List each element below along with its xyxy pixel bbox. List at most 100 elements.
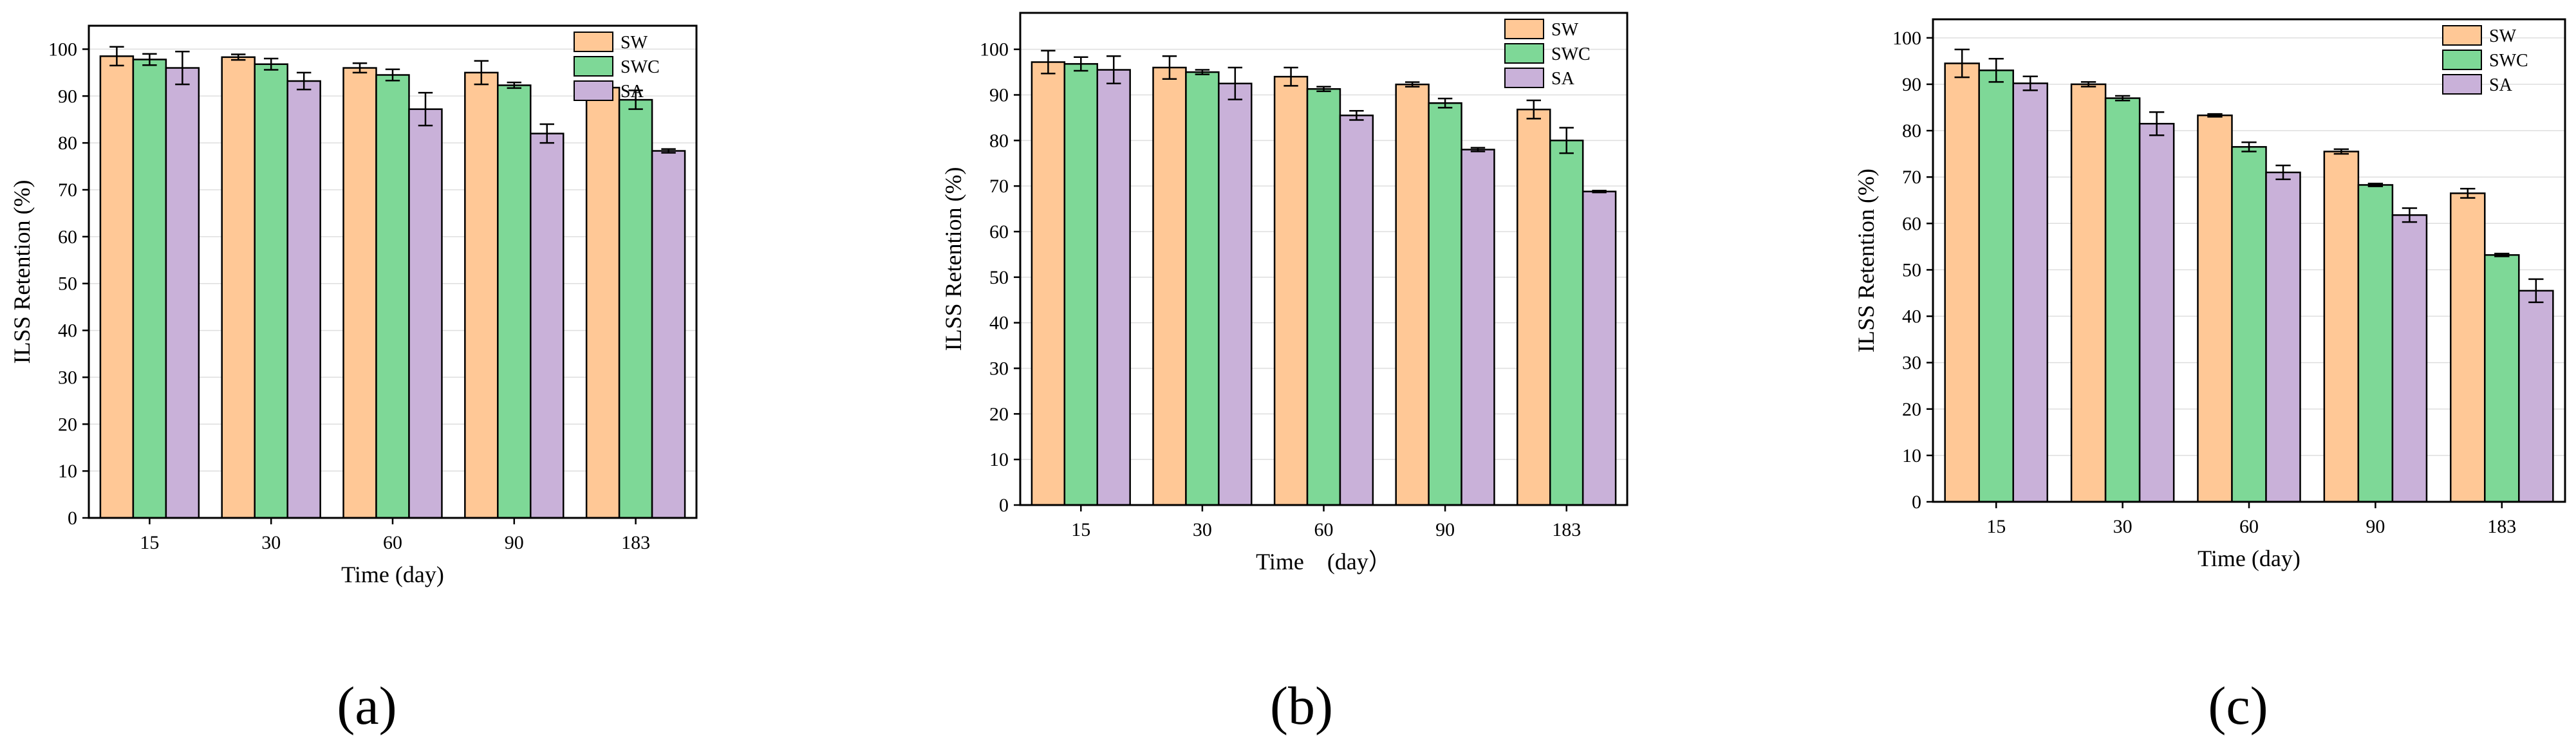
bar-sw-183 <box>2450 192 2486 503</box>
legend-label-sa: SA <box>1551 69 1575 89</box>
x-tick-label: 60 <box>1314 519 1334 540</box>
bar-sw-60 <box>1273 75 1309 506</box>
bar-sa-30 <box>1218 82 1253 506</box>
x-tick-label: 90 <box>505 532 524 553</box>
y-axis-title: ILSS Retention (%) <box>940 167 966 351</box>
legend-label-sa: SA <box>2489 75 2513 95</box>
y-tick-label: 40 <box>58 320 77 342</box>
y-tick-label: 60 <box>989 221 1009 243</box>
y-tick-label: 90 <box>1902 74 1921 95</box>
bar-swc-30 <box>1185 71 1220 506</box>
y-tick-label: 30 <box>1902 353 1921 374</box>
y-tick-label: 60 <box>1902 213 1921 234</box>
legend-label-swc: SWC <box>2489 51 2528 71</box>
legend-label-sa: SA <box>621 82 644 102</box>
bar-sa-60 <box>408 108 443 519</box>
bar-sa-90 <box>530 133 565 519</box>
bar-sw-90 <box>2323 151 2360 503</box>
legend-swatch-sa <box>1504 68 1544 88</box>
bar-sw-60 <box>2197 115 2233 503</box>
x-tick-label: 15 <box>1986 516 2006 537</box>
y-tick-label: 10 <box>989 449 1009 470</box>
x-tick-label: 183 <box>1552 519 1581 540</box>
x-axis-title: Time (day) <box>341 562 444 587</box>
x-tick-label: 15 <box>140 532 159 553</box>
chart-panel-2: 0 10 20 30 40 50 60 70 80 90 100 15 30 60 90 183 Time (d… <box>940 12 1629 736</box>
y-axis-title: ILSS Retention (%) <box>9 180 35 364</box>
legend-label-sw: SW <box>621 33 648 53</box>
x-tick-label: 90 <box>1435 519 1455 540</box>
legend-swatch-swc <box>2442 50 2482 70</box>
y-tick-label: 40 <box>1902 306 1921 327</box>
x-tick-label: 60 <box>383 532 402 553</box>
bar-sa-15 <box>165 67 200 519</box>
y-tick-label: 90 <box>58 86 77 107</box>
x-tick-label: 15 <box>1071 519 1090 540</box>
y-tick-label: 20 <box>989 403 1009 425</box>
bar-sa-15 <box>2012 82 2048 503</box>
y-tick-label: 20 <box>58 414 77 435</box>
x-tick-label: 183 <box>621 532 650 553</box>
legend-swatch-swc <box>574 56 613 77</box>
y-tick-label: 10 <box>1902 445 1921 466</box>
bar-sw-15 <box>1944 62 1980 503</box>
legend-swatch-sw <box>574 32 613 52</box>
y-tick-label: 80 <box>989 130 1009 151</box>
bar-swc-183 <box>1549 140 1584 506</box>
y-tick-label: 50 <box>989 267 1009 288</box>
y-tick-label: 30 <box>989 358 1009 380</box>
x-tick-label: 60 <box>2239 516 2259 537</box>
bar-swc-60 <box>2231 146 2267 503</box>
bar-swc-60 <box>1306 88 1341 506</box>
y-axis-title: ILSS Retention (%) <box>1853 169 1879 353</box>
bar-swc-15 <box>132 59 167 519</box>
bar-sw-30 <box>1152 66 1187 506</box>
bar-sw-15 <box>99 55 135 519</box>
bar-sw-183 <box>1517 108 1551 506</box>
legend-label-swc: SWC <box>621 57 660 77</box>
bar-sw-30 <box>2070 83 2107 503</box>
y-tick-label: 40 <box>989 313 1009 334</box>
y-tick-label: 10 <box>58 461 77 482</box>
legend-swatch-sw <box>2442 25 2482 46</box>
panel-label: (b) <box>1270 676 1333 736</box>
x-tick-label: 90 <box>2366 516 2385 537</box>
legend-swatch-swc <box>1504 43 1544 64</box>
bar-sw-60 <box>342 67 377 519</box>
bar-swc-90 <box>497 84 532 519</box>
bar-swc-15 <box>1063 63 1099 506</box>
y-tick-label: 30 <box>58 367 77 388</box>
x-axis-title: Time (day) <box>2198 546 2301 571</box>
y-tick-label: 70 <box>58 179 77 201</box>
legend-label-swc: SWC <box>1551 44 1591 64</box>
chart-panel-1: 0 10 20 30 40 50 60 70 80 90 100 15 30 60 90 183 Time (d… <box>9 24 698 736</box>
bar-sa-183 <box>651 150 686 519</box>
legend-swatch-sa <box>2442 74 2482 95</box>
x-tick-label: 30 <box>261 532 281 553</box>
bar-sa-30 <box>2138 123 2175 503</box>
y-tick-label: 70 <box>1902 167 1921 188</box>
y-tick-label: 80 <box>58 133 77 154</box>
y-tick-label: 90 <box>989 85 1009 106</box>
panel-label: (c) <box>2208 676 2268 736</box>
bar-swc-183 <box>618 98 653 519</box>
bar-swc-90 <box>2357 184 2394 503</box>
bar-sa-15 <box>1096 69 1131 506</box>
y-tick-label: 50 <box>1902 259 1921 281</box>
bar-sa-60 <box>1339 115 1374 506</box>
x-tick-label: 183 <box>2487 516 2516 537</box>
bar-swc-183 <box>2484 254 2520 503</box>
bar-sa-60 <box>2265 171 2301 503</box>
bar-sw-183 <box>585 86 621 519</box>
panel-label: (a) <box>337 676 397 736</box>
y-tick-label: 70 <box>989 176 1009 197</box>
legend-swatch-sw <box>1504 19 1544 39</box>
y-tick-label: 0 <box>1912 492 1921 513</box>
legend-label-sw: SW <box>1551 20 1579 40</box>
bar-sw-15 <box>1031 61 1066 506</box>
y-tick-label: 50 <box>58 273 77 295</box>
bar-swc-30 <box>254 63 288 519</box>
y-tick-label: 60 <box>58 226 77 248</box>
y-tick-label: 100 <box>1892 28 1921 49</box>
